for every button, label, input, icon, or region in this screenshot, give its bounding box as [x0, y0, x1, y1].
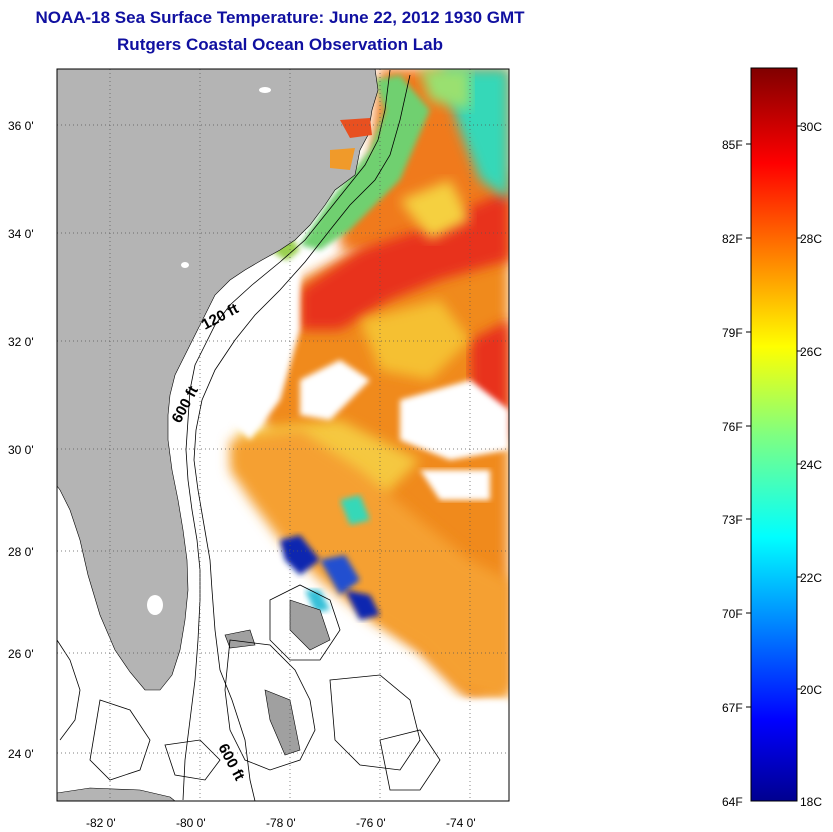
f-label: 76F [722, 420, 743, 434]
land [57, 69, 379, 801]
lon-label: -78 0' [266, 816, 296, 830]
latitude-labels: 36 0' 34 0' 32 0' 30 0' 28 0' 26 0' 24 0… [8, 119, 34, 761]
map-subtitle: Rutgers Coastal Ocean Observation Lab [117, 35, 443, 54]
f-label: 79F [722, 326, 743, 340]
map-title: NOAA-18 Sea Surface Temperature: June 22… [35, 8, 525, 27]
lon-label: -82 0' [86, 816, 116, 830]
longitude-labels: -82 0' -80 0' -78 0' -76 0' -74 0' [86, 816, 476, 830]
fahrenheit-labels: 85F 82F 79F 76F 73F 70F 67F 64F [722, 138, 743, 809]
c-label: 28C [800, 232, 822, 246]
colorbar-gradient [750, 67, 798, 802]
c-label: 18C [800, 795, 822, 809]
f-label: 85F [722, 138, 743, 152]
c-label: 26C [800, 345, 822, 359]
lat-label: 36 0' [8, 119, 34, 133]
lat-label: 24 0' [8, 747, 34, 761]
lon-label: -76 0' [356, 816, 386, 830]
grid-lines [57, 69, 509, 801]
lon-label: -80 0' [176, 816, 206, 830]
lat-label: 32 0' [8, 335, 34, 349]
c-label: 20C [800, 683, 822, 697]
c-label: 30C [800, 120, 822, 134]
c-label: 24C [800, 458, 822, 472]
lon-label: -74 0' [446, 816, 476, 830]
celsius-labels: 30C 28C 26C 24C 22C 20C 18C [800, 120, 822, 809]
lat-label: 26 0' [8, 647, 34, 661]
lat-label: 34 0' [8, 227, 34, 241]
f-label: 64F [722, 795, 743, 809]
lat-label: 30 0' [8, 443, 34, 457]
lat-label: 28 0' [8, 545, 34, 559]
c-label: 22C [800, 571, 822, 585]
f-label: 82F [722, 232, 743, 246]
f-label: 70F [722, 607, 743, 621]
f-label: 73F [722, 513, 743, 527]
f-label: 67F [722, 701, 743, 715]
